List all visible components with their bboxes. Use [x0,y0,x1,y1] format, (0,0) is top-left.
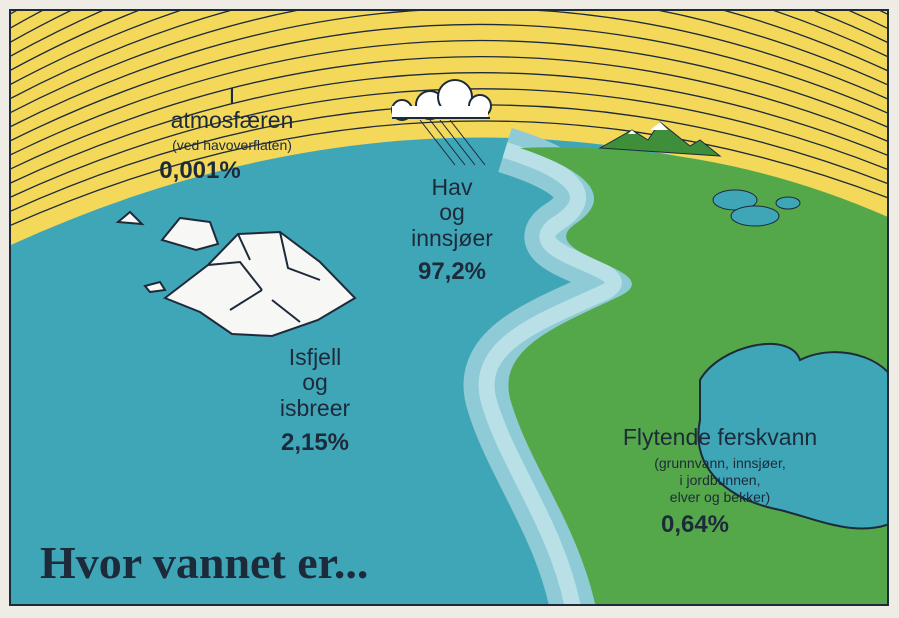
value: 0,001% [159,157,240,184]
label: og [439,199,465,225]
label: (ved havoverflaten) [172,137,292,153]
lake [776,197,800,209]
label: isbreer [280,395,351,421]
label: Hav [432,174,473,200]
label: elver og bekker) [670,489,770,505]
lake [731,206,779,226]
label: innsjøer [411,225,493,251]
value: 2,15% [281,429,349,456]
infographic: I atmosfæren (ved havoverflaten) 0,001% … [0,0,899,618]
label: Flytende ferskvann [623,424,817,450]
value: 97,2% [418,258,486,285]
illustration [0,0,899,618]
label: i jordbunnen, [680,472,761,488]
label: I [229,83,235,109]
label: og [302,369,328,395]
label: Isfjell [289,344,341,370]
label: (grunnvann, innsjøer, [654,455,786,471]
label: atmosfæren [171,107,294,133]
value: 0,64% [661,511,729,538]
title: Hvor vannet er... [40,537,368,588]
